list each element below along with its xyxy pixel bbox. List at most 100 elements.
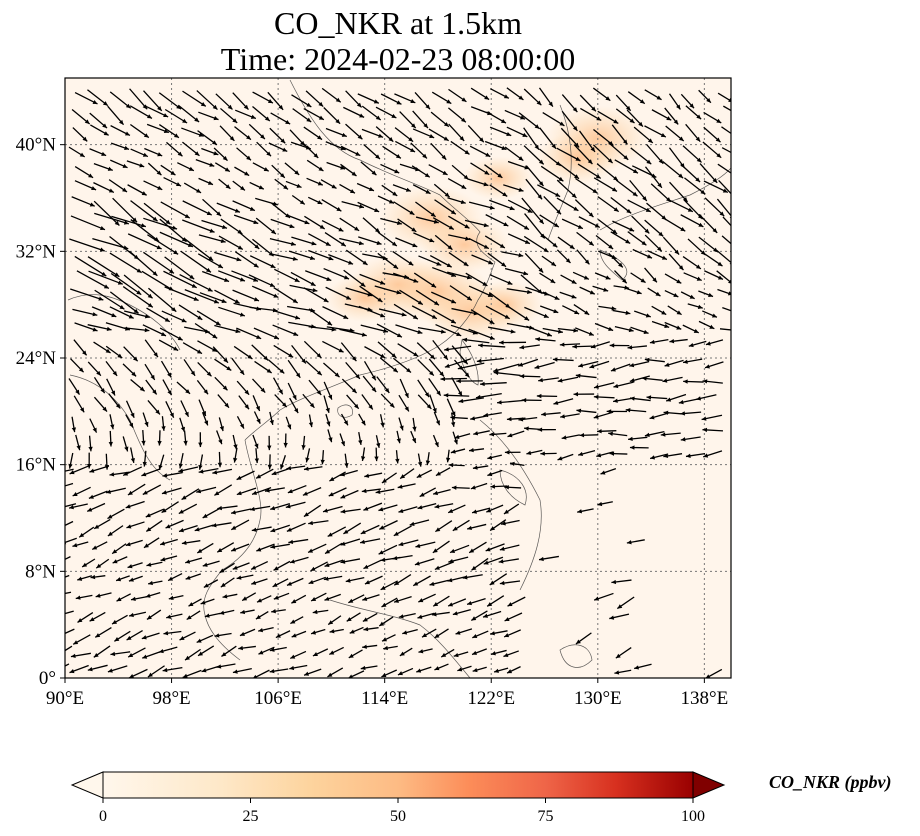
wind-arrow — [345, 287, 373, 297]
wind-arrow — [159, 538, 178, 546]
lon-tick-label: 122°E — [467, 688, 515, 709]
wind-arrow — [327, 429, 333, 443]
wind-arrow — [415, 541, 436, 548]
lat-tick-label: 0° — [39, 668, 56, 689]
wind-arrow — [179, 631, 196, 641]
wind-arrow — [398, 394, 410, 412]
wind-arrow — [593, 592, 614, 601]
wind-arrow — [270, 253, 298, 261]
wind-arrow — [579, 286, 596, 295]
wind-arrow — [320, 450, 325, 465]
wind-arrow — [143, 537, 160, 549]
wind-arrow — [399, 378, 409, 399]
wind-arrow — [593, 129, 614, 147]
wind-arrow — [358, 413, 366, 426]
wind-arrow — [160, 201, 191, 219]
wind-arrow — [69, 664, 89, 674]
wind-arrow — [347, 670, 365, 678]
wind-arrow — [302, 393, 315, 409]
wind-arrow — [269, 646, 287, 652]
wind-arrow — [238, 395, 250, 410]
wind-arrow — [324, 231, 347, 247]
wind-arrow — [291, 236, 317, 246]
wind-arrow — [472, 465, 489, 470]
wind-arrow — [414, 92, 431, 110]
wind-arrow — [503, 650, 519, 658]
wind-arrow — [644, 166, 663, 189]
wind-arrow — [471, 507, 491, 514]
colorbar-ticks: 0 25 50 75 100 — [99, 798, 705, 825]
wind-arrow — [402, 629, 418, 635]
wind-arrow — [232, 200, 256, 212]
wind-arrow — [597, 429, 617, 434]
wind-arrow — [327, 667, 344, 678]
wind-arrow — [392, 250, 414, 266]
wind-arrow — [377, 252, 399, 270]
wind-arrow — [325, 286, 352, 301]
wind-arrow — [339, 433, 346, 447]
concentration-patch — [326, 274, 404, 322]
wind-arrow — [307, 196, 323, 205]
wind-arrow — [717, 288, 731, 296]
wind-arrow — [323, 381, 333, 400]
wind-arrow — [363, 143, 381, 160]
wind-arrow — [506, 288, 532, 295]
wind-arrow — [70, 358, 85, 373]
wind-arrow — [241, 592, 257, 602]
wind-arrow — [455, 628, 473, 635]
wind-arrow — [612, 220, 635, 232]
wind-arrow — [393, 357, 412, 374]
wind-arrow — [701, 414, 723, 421]
wind-arrow — [286, 214, 310, 225]
wind-arrow — [71, 109, 91, 125]
wind-arrow — [320, 179, 337, 189]
wind-arrow — [573, 144, 593, 165]
wind-arrow — [142, 651, 161, 659]
wind-arrow — [219, 609, 235, 615]
wind-arrow — [303, 340, 322, 359]
wind-arrow — [184, 289, 220, 304]
wind-arrow — [398, 417, 404, 431]
wind-arrow — [557, 162, 580, 180]
wind-arrow — [236, 487, 257, 496]
wind-arrow — [669, 181, 689, 203]
wind-arrow — [360, 447, 366, 462]
wind-arrow — [501, 251, 524, 258]
wind-arrow — [553, 398, 574, 405]
wind-arrow — [615, 108, 635, 124]
wind-arrow — [78, 526, 95, 538]
wind-arrow — [286, 522, 306, 532]
wind-arrow — [448, 462, 465, 468]
wind-arrow — [572, 344, 593, 349]
wind-arrow — [160, 555, 178, 562]
wind-arrow — [381, 669, 398, 678]
wind-arrow — [559, 342, 581, 347]
wind-arrow — [240, 609, 255, 615]
wind-arrow — [339, 217, 360, 232]
wind-arrow — [428, 377, 442, 396]
wind-arrow — [577, 449, 596, 457]
wind-arrow — [576, 249, 590, 265]
wind-arrow — [269, 668, 289, 674]
wind-arrow — [590, 341, 610, 349]
wind-arrow — [219, 125, 235, 142]
wind-arrow — [490, 649, 507, 656]
wind-arrow — [470, 610, 488, 622]
wind-arrow — [130, 200, 158, 222]
wind-arrow — [523, 127, 540, 151]
wind-arrow — [323, 362, 340, 378]
wind-arrow — [614, 669, 632, 675]
wind-arrow — [483, 412, 502, 418]
wind-arrow — [324, 542, 343, 555]
wind-arrow — [506, 87, 524, 101]
wind-arrow — [143, 180, 163, 191]
wind-arrow — [302, 487, 322, 496]
wind-arrow — [613, 285, 630, 290]
wind-arrow — [147, 234, 179, 255]
lat-tick-label: 24°N — [16, 348, 57, 369]
wind-arrow — [185, 557, 203, 564]
wind-arrow — [703, 450, 723, 458]
wind-arrow — [721, 147, 731, 154]
wind-arrow — [468, 285, 494, 298]
wind-arrow — [108, 393, 121, 409]
